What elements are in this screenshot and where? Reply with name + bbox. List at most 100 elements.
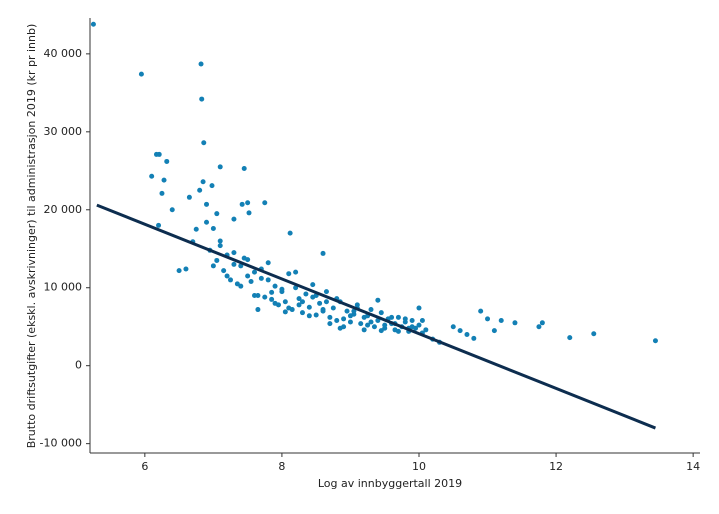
x-axis-label: Log av innbyggertall 2019 (318, 477, 462, 490)
point (183, 266, 189, 272)
point (423, 327, 429, 333)
point (317, 300, 323, 306)
point (90, 21, 96, 27)
point (245, 257, 251, 263)
trend-line (96, 203, 657, 430)
point (491, 328, 497, 334)
point (652, 338, 658, 344)
point (204, 201, 210, 207)
point (419, 317, 425, 323)
point (164, 158, 170, 164)
point (217, 164, 223, 170)
point (248, 278, 254, 284)
point (231, 250, 237, 256)
point (221, 268, 227, 274)
point (306, 313, 312, 319)
point (347, 319, 353, 325)
point (149, 173, 155, 179)
x-tick-label: 8 (278, 460, 285, 473)
x-tick-label: 10 (412, 460, 426, 473)
point (351, 308, 357, 314)
point (198, 61, 204, 67)
point (199, 96, 205, 102)
point (344, 308, 350, 314)
point (567, 335, 573, 341)
point (323, 289, 329, 295)
point (241, 165, 247, 171)
point (485, 316, 491, 322)
point (265, 277, 271, 283)
point (279, 286, 285, 292)
point (217, 238, 223, 244)
point (365, 322, 371, 328)
point (382, 322, 388, 328)
y-tick-label: 0 (75, 359, 82, 372)
point (378, 328, 384, 334)
point (156, 151, 162, 157)
point (246, 210, 252, 216)
point (320, 307, 326, 313)
point (272, 283, 278, 289)
point (209, 183, 215, 189)
point (156, 222, 162, 228)
point (258, 275, 264, 281)
point (306, 304, 312, 310)
point (231, 216, 237, 222)
point (176, 268, 182, 274)
point (389, 314, 395, 320)
point (262, 294, 268, 300)
point (286, 305, 292, 311)
point (255, 307, 261, 313)
point (201, 140, 207, 146)
point (591, 331, 597, 337)
point (265, 260, 271, 266)
point (193, 226, 199, 232)
point (378, 310, 384, 316)
point (450, 324, 456, 330)
point (186, 194, 192, 200)
point (210, 225, 216, 231)
point (269, 289, 275, 295)
point (313, 312, 319, 318)
point (231, 261, 237, 267)
point (228, 277, 234, 283)
point (269, 296, 275, 302)
point (239, 201, 245, 207)
point (334, 317, 340, 323)
point (255, 293, 261, 299)
point (287, 230, 293, 236)
point (402, 316, 408, 322)
point (238, 283, 244, 289)
point (457, 328, 463, 334)
y-tick-label: 30 000 (44, 125, 83, 138)
x-tick-label: 14 (686, 460, 700, 473)
point (347, 313, 353, 319)
point (512, 320, 518, 326)
point (416, 322, 422, 328)
point (330, 305, 336, 311)
y-tick-label: 40 000 (44, 47, 83, 60)
point (245, 200, 251, 206)
point (214, 257, 220, 263)
point (282, 299, 288, 305)
point (224, 273, 230, 279)
point (536, 324, 542, 330)
point (245, 273, 251, 279)
point (341, 316, 347, 322)
point (282, 309, 288, 315)
point (478, 308, 484, 314)
y-axis-label: Brutto driftsutgifter (ekskl. avskrivnin… (25, 24, 38, 449)
point (296, 302, 302, 308)
point (296, 296, 302, 302)
y-tick-label: 20 000 (44, 203, 83, 216)
point (286, 271, 292, 277)
point (498, 317, 504, 323)
point (161, 177, 167, 183)
point (169, 207, 175, 213)
point (395, 314, 401, 320)
point (214, 211, 220, 217)
point (197, 187, 203, 193)
x-tick-label: 12 (549, 460, 563, 473)
point (368, 307, 374, 313)
